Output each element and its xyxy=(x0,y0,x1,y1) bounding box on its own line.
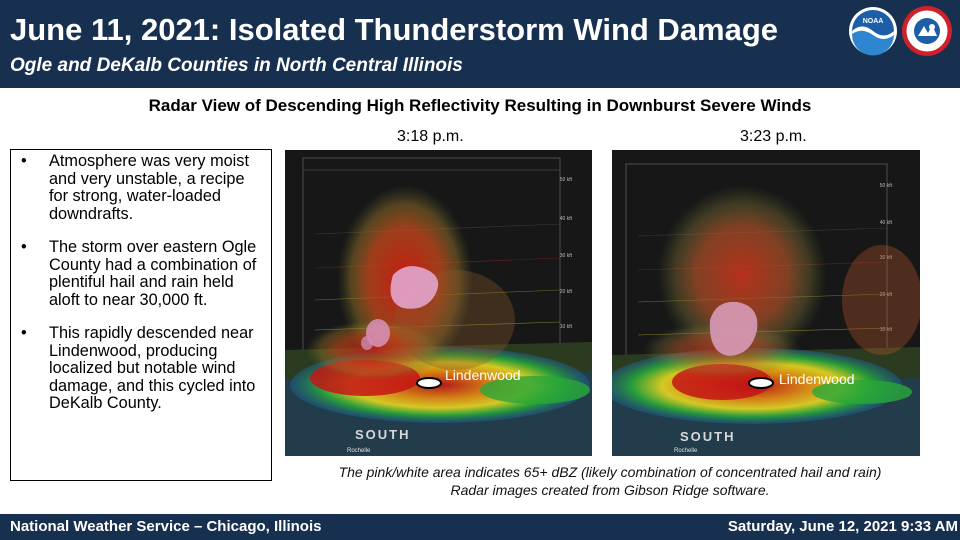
bullet-list: • Atmosphere was very moist and very uns… xyxy=(10,149,272,481)
bullet-marker: • xyxy=(21,152,27,170)
direction-label: SOUTH xyxy=(680,429,736,444)
altitude-label: 40 kft xyxy=(560,216,573,222)
altitude-label: 20 kft xyxy=(880,292,893,298)
footer-office: National Weather Service – Chicago, Illi… xyxy=(10,518,322,535)
footer-bar: National Weather Service – Chicago, Illi… xyxy=(0,514,960,540)
list-item: • This rapidly descended near Lindenwood… xyxy=(21,324,263,413)
radar-caption: The pink/white area indicates 65+ dBZ (l… xyxy=(338,464,882,480)
bullet-text: Atmosphere was very moist and very unsta… xyxy=(49,152,249,223)
radar-image-panel: 50 kft 40 kft 30 kft 20 kft 10 kft Linde… xyxy=(612,150,920,456)
altitude-label: 10 kft xyxy=(880,327,893,333)
page-subtitle: Ogle and DeKalb Counties in North Centra… xyxy=(10,55,463,76)
software-credit: Radar images created from Gibson Ridge s… xyxy=(450,482,770,498)
small-town-label: Rochelle xyxy=(674,448,698,454)
panel-time-label: 3:18 p.m. xyxy=(397,128,464,145)
list-item: • The storm over eastern Ogle County had… xyxy=(21,238,263,309)
town-label: Lindenwood xyxy=(445,367,521,383)
altitude-label: 50 kft xyxy=(880,183,893,189)
bullet-text: The storm over eastern Ogle County had a… xyxy=(49,238,257,309)
list-item: • Atmosphere was very moist and very uns… xyxy=(21,152,263,223)
page-title: June 11, 2021: Isolated Thunderstorm Win… xyxy=(10,12,779,47)
noaa-logo-icon: NOAA xyxy=(849,7,897,56)
altitude-label: 30 kft xyxy=(880,255,893,261)
direction-label: SOUTH xyxy=(355,427,411,442)
altitude-label: 10 kft xyxy=(560,324,573,330)
altitude-label: 20 kft xyxy=(560,289,573,295)
bullet-text: This rapidly descended near Lindenwood, … xyxy=(49,324,256,412)
town-label: Lindenwood xyxy=(779,371,855,387)
bullet-marker: • xyxy=(21,238,27,256)
section-heading: Radar View of Descending High Reflectivi… xyxy=(148,96,812,115)
nws-logo-icon xyxy=(902,6,952,56)
altitude-label: 30 kft xyxy=(560,253,573,259)
small-town-label: Rochelle xyxy=(347,448,371,454)
radar-image-panel: 50 kft 40 kft 30 kft 20 kft 10 kft Linde… xyxy=(285,150,592,456)
footer-timestamp: Saturday, June 12, 2021 9:33 AM xyxy=(727,518,958,535)
altitude-label: 40 kft xyxy=(880,220,893,226)
title-banner: June 11, 2021: Isolated Thunderstorm Win… xyxy=(0,0,960,88)
altitude-label: 50 kft xyxy=(560,177,573,183)
bullet-marker: • xyxy=(21,324,27,342)
panel-time-label: 3:23 p.m. xyxy=(740,128,807,145)
noaa-logo-text: NOAA xyxy=(863,18,884,25)
